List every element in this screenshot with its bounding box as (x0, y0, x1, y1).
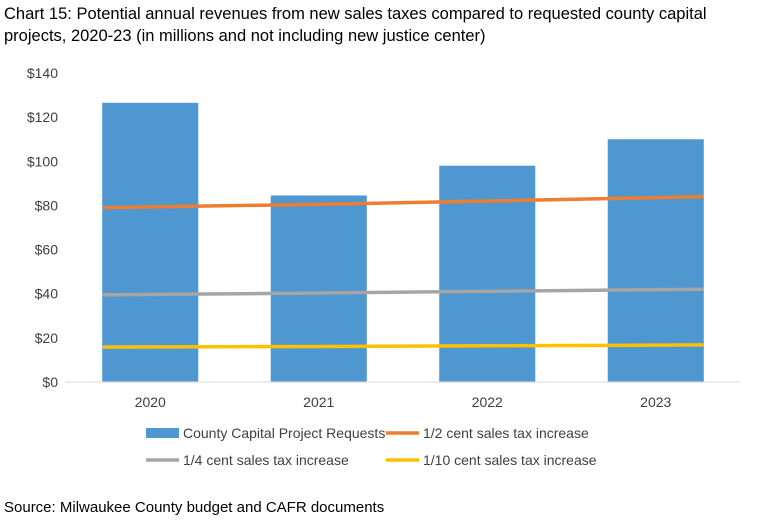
y-tick-label: $120 (27, 109, 58, 125)
y-tick-label: $140 (27, 65, 58, 81)
legend: County Capital Project Requests 1/2 cent … (146, 425, 597, 468)
x-axis-tick-labels: 2020 2021 2022 2023 (135, 394, 672, 410)
x-tick-label: 2023 (640, 394, 671, 410)
bar (102, 102, 199, 383)
y-axis-tick-labels: $0 $20 $40 $60 $80 $100 $120 $140 (27, 65, 58, 390)
bar (439, 165, 536, 382)
legend-label: 1/10 cent sales tax increase (423, 452, 597, 468)
chart-title: Chart 15: Potential annual revenues from… (4, 5, 707, 45)
legend-label: 1/4 cent sales tax increase (183, 452, 349, 468)
series-line (102, 287, 704, 297)
y-tick-label: $80 (35, 197, 59, 213)
y-tick-label: $60 (35, 242, 59, 258)
y-tick-label: $40 (35, 286, 59, 302)
legend-label: County Capital Project Requests (183, 425, 385, 441)
bar-series (102, 102, 704, 383)
y-tick-label: $0 (42, 374, 58, 390)
bar (270, 195, 367, 382)
bar (607, 139, 704, 382)
y-tick-label: $100 (27, 153, 58, 169)
line-series (102, 194, 704, 349)
x-tick-label: 2021 (303, 394, 334, 410)
y-tick-label: $20 (35, 330, 59, 346)
x-tick-label: 2020 (135, 394, 166, 410)
x-tick-label: 2022 (472, 394, 503, 410)
series-line (102, 194, 704, 210)
series-line (102, 343, 704, 349)
source-note: Source: Milwaukee County budget and CAFR… (4, 499, 385, 516)
legend-label: 1/2 cent sales tax increase (423, 425, 589, 441)
legend-swatch (146, 428, 179, 438)
